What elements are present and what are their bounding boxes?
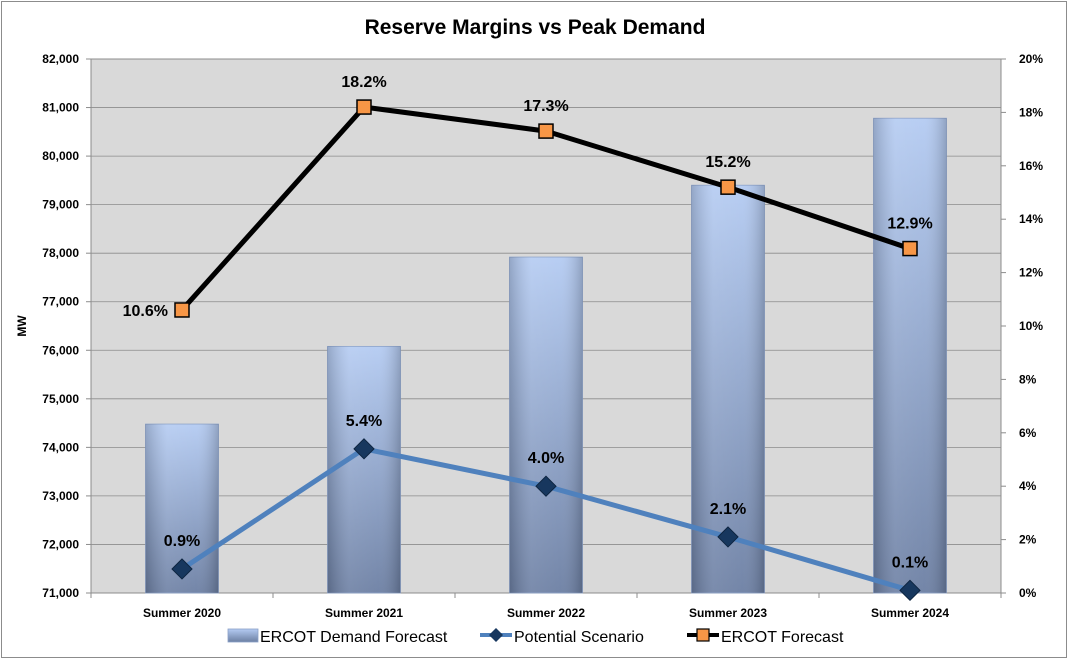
y-tick-label: 79,000 xyxy=(42,198,79,212)
ercot-forecast-marker xyxy=(720,179,736,195)
ercot-forecast-data-label: 18.2% xyxy=(341,74,386,91)
ercot-forecast-marker xyxy=(902,240,918,257)
legend-swatch-forecast-marker xyxy=(696,628,710,642)
y2-tick-label: 4% xyxy=(1019,479,1037,493)
potential-scenario-data-label: 0.1% xyxy=(892,554,928,571)
y-tick-label: 72,000 xyxy=(42,537,79,551)
y2-axis-ticks: 0% 2% 4% 6% 8% 10% 12% 14% 16% 18% 20% xyxy=(1001,52,1043,600)
potential-scenario-marker xyxy=(535,475,557,497)
x-axis-categories: Summer 2020 Summer 2021 Summer 2022 Summer … xyxy=(90,593,1002,620)
y2-tick-label: 0% xyxy=(1019,586,1037,600)
y-tick-label: 71,000 xyxy=(42,586,79,600)
potential-scenario-marker xyxy=(899,579,921,602)
legend-swatch-demand xyxy=(227,628,259,643)
line-markers xyxy=(171,99,921,602)
x-category-label: Summer 2024 xyxy=(871,606,949,620)
ercot-forecast-marker xyxy=(174,302,190,318)
y2-tick-label: 20% xyxy=(1019,52,1043,66)
y-tick-label: 73,000 xyxy=(42,489,79,503)
y2-tick-label: 14% xyxy=(1019,212,1043,226)
ercot-forecast-data-label: 12.9% xyxy=(887,216,932,233)
potential-scenario-data-label: 0.9% xyxy=(164,533,200,550)
bar-shading xyxy=(509,257,583,593)
y-tick-label: 81,000 xyxy=(42,101,79,115)
legend: ERCOT Demand Forecast Potential Scenario… xyxy=(227,628,844,646)
ercot-forecast-marker xyxy=(538,123,554,139)
x-category-label: Summer 2022 xyxy=(507,606,585,620)
y2-tick-label: 18% xyxy=(1019,105,1043,119)
bar-shading xyxy=(327,346,401,593)
y-tick-label: 76,000 xyxy=(42,343,79,357)
potential-scenario-data-label: 5.4% xyxy=(346,413,382,430)
y2-tick-label: 8% xyxy=(1019,372,1037,386)
x-category-label: Summer 2021 xyxy=(325,606,403,620)
y-axis-label: MW xyxy=(15,315,29,337)
ercot-forecast-data-label: 15.2% xyxy=(705,154,750,171)
legend-swatch-potential-marker xyxy=(489,628,503,642)
ercot-forecast-data-label: 17.3% xyxy=(523,98,568,115)
y-tick-label: 78,000 xyxy=(42,246,79,260)
data-labels: 0.9% 5.4% 4.0% 2.1% 0.1% 10.6% 18.2% 17.3% 15.2%… xyxy=(123,74,933,571)
bar-shading xyxy=(873,118,947,593)
y-tick-label: 80,000 xyxy=(42,149,79,163)
potential-scenario-marker xyxy=(353,438,375,460)
y-tick-label: 74,000 xyxy=(42,440,79,454)
potential-scenario-data-label: 4.0% xyxy=(528,450,564,467)
x-category-label: Summer 2020 xyxy=(143,606,221,620)
y-tick-label: 82,000 xyxy=(42,52,79,66)
potential-scenario-marker xyxy=(717,526,739,548)
ercot-forecast-marker xyxy=(356,99,372,115)
legend-label-potential: Potential Scenario xyxy=(514,629,644,646)
bar-shading xyxy=(691,185,765,593)
y-tick-label: 75,000 xyxy=(42,392,79,406)
x-category-label: Summer 2023 xyxy=(689,606,767,620)
ercot-forecast-data-label: 10.6% xyxy=(123,303,168,320)
legend-label-demand: ERCOT Demand Forecast xyxy=(260,629,448,646)
bar-series xyxy=(145,117,947,594)
chart-title: Reserve Margins vs Peak Demand xyxy=(365,16,706,39)
y2-tick-label: 2% xyxy=(1019,533,1037,547)
legend-label-forecast: ERCOT Forecast xyxy=(721,629,844,646)
y2-tick-label: 12% xyxy=(1019,266,1043,280)
potential-scenario-data-label: 2.1% xyxy=(710,501,746,518)
y2-tick-label: 10% xyxy=(1019,319,1043,333)
y2-tick-label: 16% xyxy=(1019,159,1043,173)
y2-tick-label: 6% xyxy=(1019,426,1037,440)
y-axis-ticks: 71,000 72,000 73,000 74,000 75,000 76,000 77,0… xyxy=(42,52,91,600)
potential-scenario-marker xyxy=(171,558,193,580)
y-tick-label: 77,000 xyxy=(42,295,79,309)
